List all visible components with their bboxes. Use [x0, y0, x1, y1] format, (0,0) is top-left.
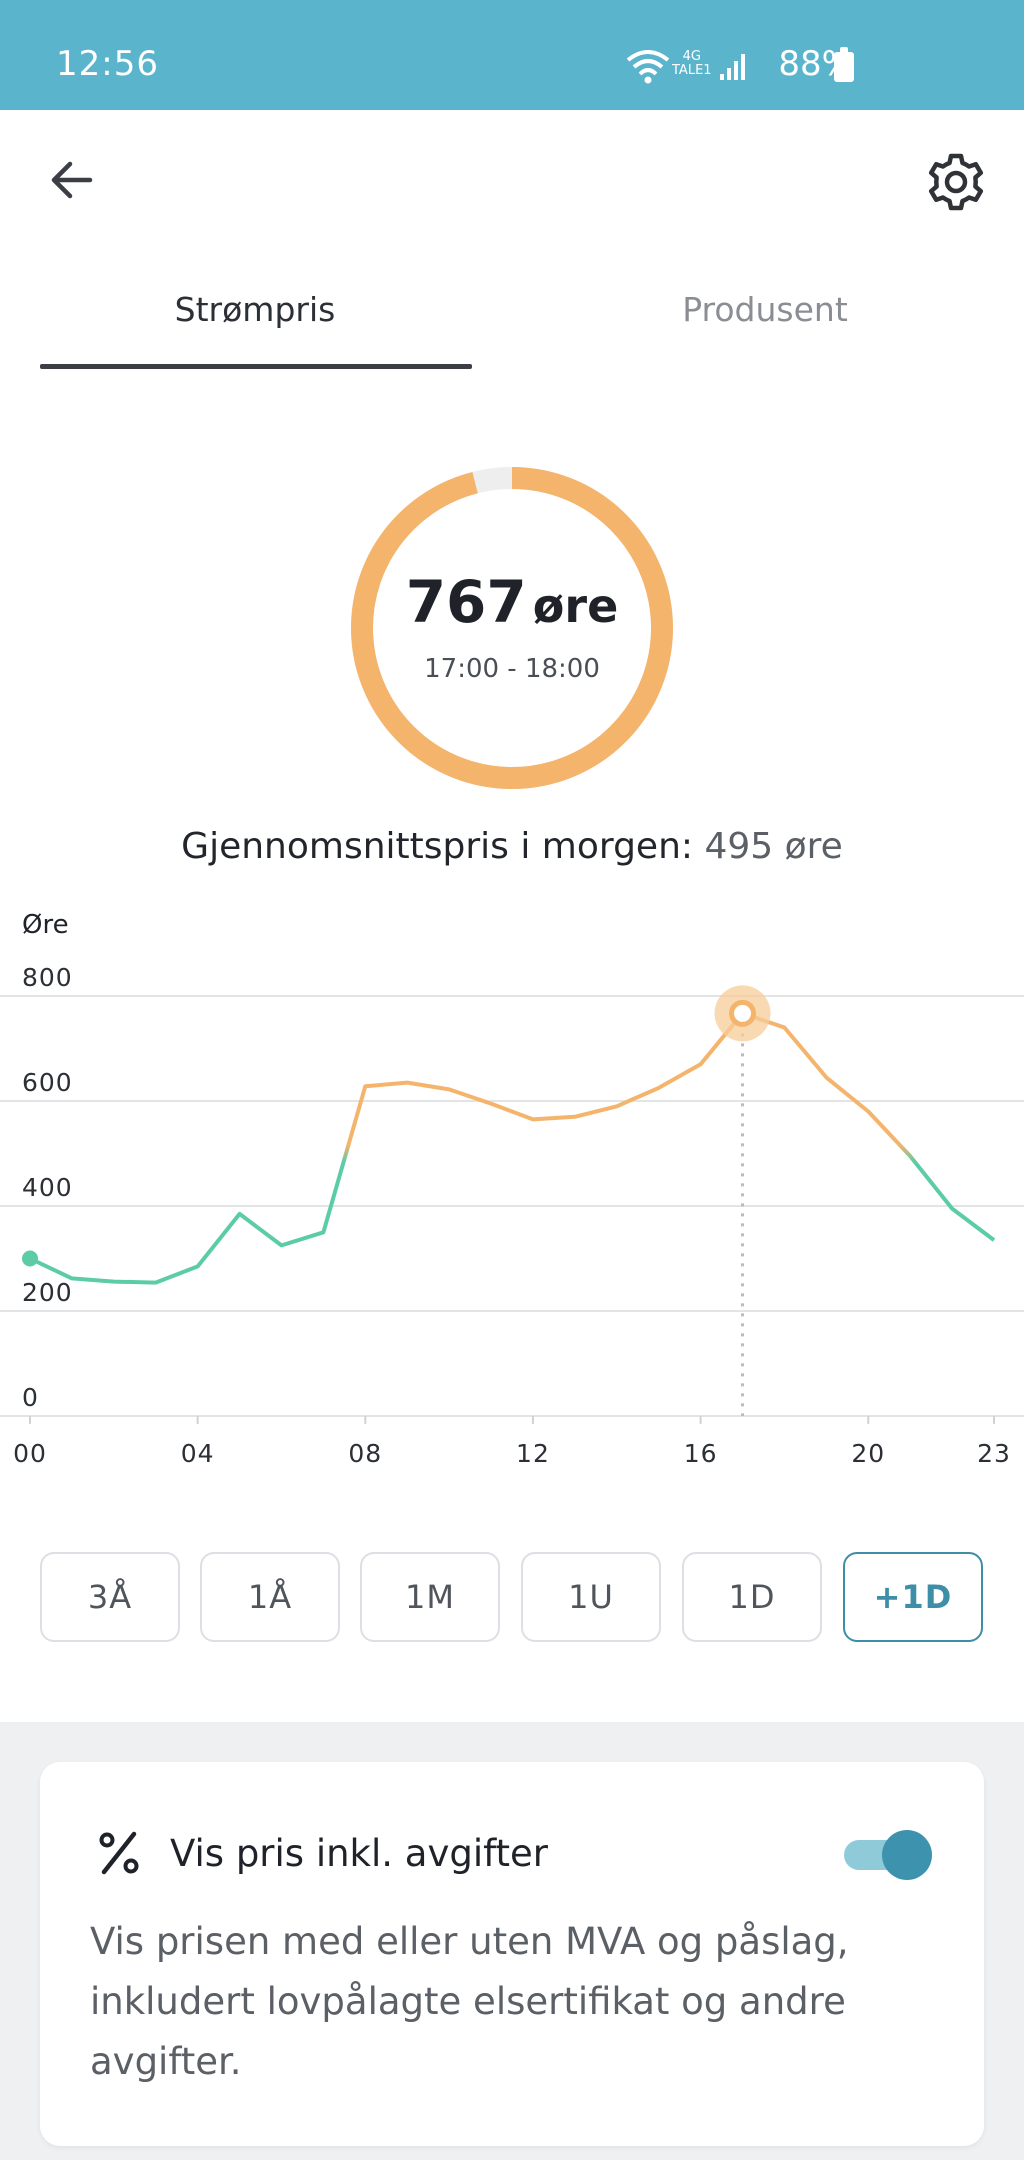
data-point	[615, 1104, 619, 1108]
network-sub: TALE1	[672, 63, 712, 78]
arrow-left-icon[interactable]	[44, 152, 100, 208]
percent-icon	[99, 1831, 139, 1875]
range-1w-button[interactable]: 1U	[521, 1552, 661, 1642]
status-bar: 12:56 4G TALE1 88%	[0, 0, 1024, 110]
data-point	[70, 1276, 74, 1280]
gear-icon[interactable]	[924, 150, 988, 214]
range-1m-button[interactable]: 1M	[360, 1552, 500, 1642]
range-1d-button[interactable]: 1D	[682, 1552, 822, 1642]
status-time: 12:56	[56, 44, 159, 84]
tax-setting-card: Vis pris inkl. avgifter Vis prisen med e…	[40, 1762, 984, 2146]
data-point	[405, 1081, 409, 1085]
wifi-icon	[626, 50, 670, 84]
data-point	[782, 1026, 786, 1030]
active-tab-indicator	[40, 364, 472, 369]
x-tick-label: 20	[851, 1439, 885, 1468]
range-3y-button[interactable]: 3Å	[40, 1552, 180, 1642]
data-point	[866, 1110, 870, 1114]
network-type: 4G	[682, 49, 701, 64]
x-tick-label: 16	[684, 1439, 718, 1468]
x-tick-label: 23	[977, 1439, 1011, 1468]
current-price-value: 767	[405, 568, 527, 636]
data-point	[992, 1238, 996, 1242]
highlight-point	[729, 999, 757, 1027]
data-point	[279, 1243, 283, 1247]
data-point	[657, 1086, 661, 1090]
price-line	[29, 1011, 996, 1285]
data-point	[154, 1281, 158, 1285]
data-point	[908, 1154, 912, 1158]
tax-toggle[interactable]	[844, 1828, 932, 1880]
price-ring	[351, 467, 673, 789]
data-point	[824, 1075, 828, 1079]
x-tick-label: 12	[516, 1439, 550, 1468]
average-label: Gjennomsnittspris i morgen:	[181, 826, 694, 867]
x-tick-label: 00	[13, 1439, 47, 1468]
tax-setting-description: Vis prisen med eller uten MVA og påslag,…	[90, 1920, 849, 2083]
range-plus1d-button[interactable]: +1D	[843, 1552, 983, 1642]
ring-progress	[351, 467, 673, 789]
data-point	[363, 1084, 367, 1088]
y-tick-label: 0	[22, 1383, 39, 1412]
average-price: Gjennomsnittspris i morgen: 495 øre	[0, 826, 1024, 867]
data-point	[196, 1264, 200, 1268]
tab-strompris[interactable]: Strømpris	[174, 290, 336, 329]
y-axis-label: Øre	[22, 910, 69, 940]
range-selector: 3Å 1Å 1M 1U 1D +1D	[40, 1552, 984, 1642]
data-point	[447, 1087, 451, 1091]
start-marker	[22, 1250, 38, 1267]
x-tick-label: 04	[181, 1439, 215, 1468]
range-1y-button[interactable]: 1Å	[200, 1552, 340, 1642]
data-point	[321, 1230, 325, 1234]
current-price: 767 øre	[350, 568, 674, 636]
data-point	[531, 1117, 535, 1121]
data-point	[238, 1212, 242, 1216]
y-tick-label: 600	[22, 1068, 73, 1097]
average-value: 495 øre	[704, 826, 843, 867]
data-point	[950, 1207, 954, 1211]
y-tick-label: 200	[22, 1278, 73, 1307]
signal-icon	[720, 54, 745, 80]
tab-produsent[interactable]: Produsent	[682, 290, 848, 329]
current-price-unit: øre	[532, 579, 619, 633]
data-point	[112, 1280, 116, 1284]
y-tick-label: 400	[22, 1173, 73, 1202]
current-price-time: 17:00 - 18:00	[424, 654, 600, 684]
data-point	[573, 1115, 577, 1119]
data-point	[699, 1062, 703, 1066]
data-point	[489, 1102, 493, 1106]
tax-setting-title: Vis pris inkl. avgifter	[170, 1832, 548, 1875]
network-label: 4G TALE1	[672, 50, 712, 78]
toggle-knob	[882, 1830, 932, 1880]
x-tick-label: 08	[348, 1439, 382, 1468]
y-tick-label: 800	[22, 963, 73, 992]
battery-icon	[834, 47, 854, 82]
